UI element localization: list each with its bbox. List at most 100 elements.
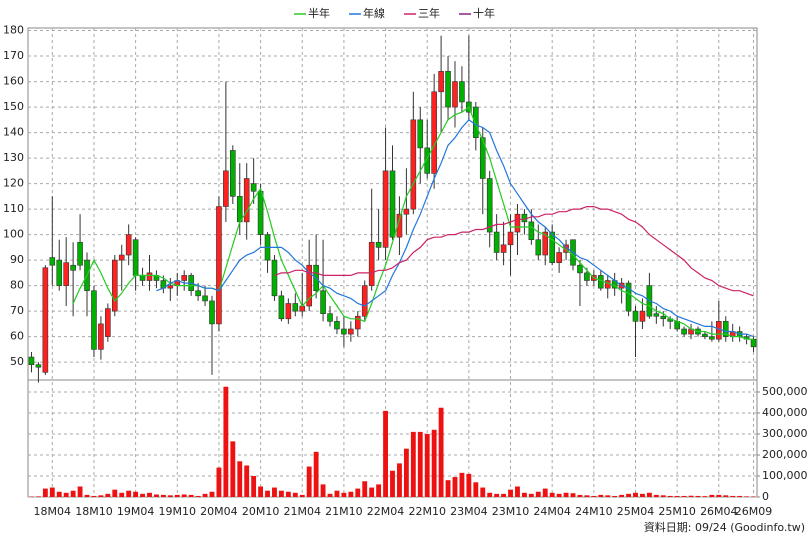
y-tick-label: 130	[3, 151, 24, 164]
legend-label: 十年	[473, 6, 495, 20]
candle-body	[452, 81, 458, 108]
y-tick-label: 150	[3, 100, 24, 113]
volume-bar	[438, 407, 444, 497]
candle-body	[49, 257, 56, 266]
candle-body	[236, 196, 243, 223]
volume-bar	[653, 494, 659, 497]
candle-body	[403, 208, 410, 215]
x-tick-label: 23M04	[450, 505, 488, 518]
volume-bar	[397, 463, 402, 497]
volume-bar	[417, 431, 423, 497]
candle-body	[479, 137, 486, 179]
volume-bar	[147, 492, 152, 497]
candle-body	[410, 119, 417, 210]
volume-bar	[424, 433, 430, 497]
volume-bar	[119, 492, 125, 497]
volume-bar	[528, 493, 534, 497]
y-tick-label: 70	[10, 304, 24, 317]
volume-bar	[570, 493, 576, 497]
candle-body	[660, 315, 667, 320]
candle-body	[750, 338, 757, 348]
volume-bar	[591, 495, 597, 497]
volume-bar	[77, 486, 83, 497]
x-tick-label: 24M04	[533, 505, 571, 518]
volume-bar	[605, 495, 611, 497]
volume-bar	[112, 489, 118, 497]
volume-bar	[730, 495, 736, 497]
candle-body	[223, 170, 229, 207]
candle-body	[556, 252, 562, 263]
candle-body	[257, 190, 264, 235]
candle-body	[132, 239, 139, 276]
volume-bar	[626, 493, 631, 497]
volume-bar	[452, 477, 458, 497]
volume-bar	[633, 492, 638, 497]
volume-bar	[702, 496, 708, 497]
y-tick-label: 110	[3, 202, 24, 215]
volume-bar	[181, 494, 187, 497]
candle-body	[341, 328, 347, 335]
volume-bar	[299, 494, 305, 497]
volume-bar	[716, 494, 722, 497]
candle-body	[431, 91, 437, 174]
candle-body	[389, 170, 396, 238]
x-tick-label: 21M04	[283, 505, 321, 518]
volume-bar	[334, 490, 340, 497]
volume-bar	[133, 491, 139, 497]
volume-bar	[549, 492, 555, 497]
volume-bar	[459, 472, 465, 497]
legend-label: 三年	[418, 6, 440, 20]
volume-bar	[480, 487, 486, 497]
volume-bar	[278, 490, 284, 497]
candle-body	[424, 147, 431, 174]
x-tick-label: 25M04	[617, 505, 655, 518]
candle-body	[597, 275, 604, 289]
candle-body	[639, 310, 646, 322]
volume-tick-label: 200,000	[762, 448, 808, 461]
candle-body	[320, 290, 326, 314]
volume-tick-label: 300,000	[762, 427, 808, 440]
candle-body	[375, 241, 382, 248]
candle-body	[91, 290, 97, 350]
volume-bar	[216, 467, 222, 497]
candle-body	[653, 313, 660, 317]
volume-bar	[521, 492, 527, 497]
volume-bar	[355, 488, 361, 497]
y-tick-label: 80	[10, 279, 24, 292]
candle-body	[70, 264, 76, 271]
candle-body	[709, 336, 715, 340]
x-tick-label: 22M04	[367, 505, 405, 518]
volume-bar	[49, 487, 55, 497]
candle-body	[632, 310, 639, 322]
candle-body	[278, 295, 285, 320]
volume-bar	[244, 465, 250, 497]
ma-line	[72, 106, 754, 340]
volume-bar	[619, 494, 625, 497]
y-tick-label: 50	[10, 355, 24, 368]
volume-bar	[487, 492, 493, 497]
x-tick-label: 18M04	[34, 505, 72, 518]
volume-tick-label: 0	[762, 490, 769, 503]
volume-bar	[306, 466, 312, 497]
volume-bar	[494, 493, 500, 497]
candle-body	[125, 234, 132, 256]
candle-body	[521, 213, 528, 223]
candle-body	[361, 285, 368, 317]
volume-bar	[84, 494, 90, 497]
candle-body	[327, 313, 333, 322]
candle-body	[167, 285, 174, 289]
volume-bar	[584, 495, 590, 497]
candle-body	[417, 119, 424, 149]
volume-bar	[598, 494, 604, 497]
candle-body	[98, 323, 104, 350]
x-tick-label: 18M10	[75, 505, 113, 518]
volume-bar	[515, 486, 520, 497]
candle-body	[528, 221, 535, 241]
volume-bar	[709, 494, 715, 497]
candle-body	[702, 333, 708, 337]
volume-bar	[42, 488, 48, 497]
volume-bar	[313, 451, 319, 497]
x-tick-label: 21M10	[325, 505, 363, 518]
x-tick-label: 24M10	[575, 505, 613, 518]
candle-body	[42, 267, 49, 373]
